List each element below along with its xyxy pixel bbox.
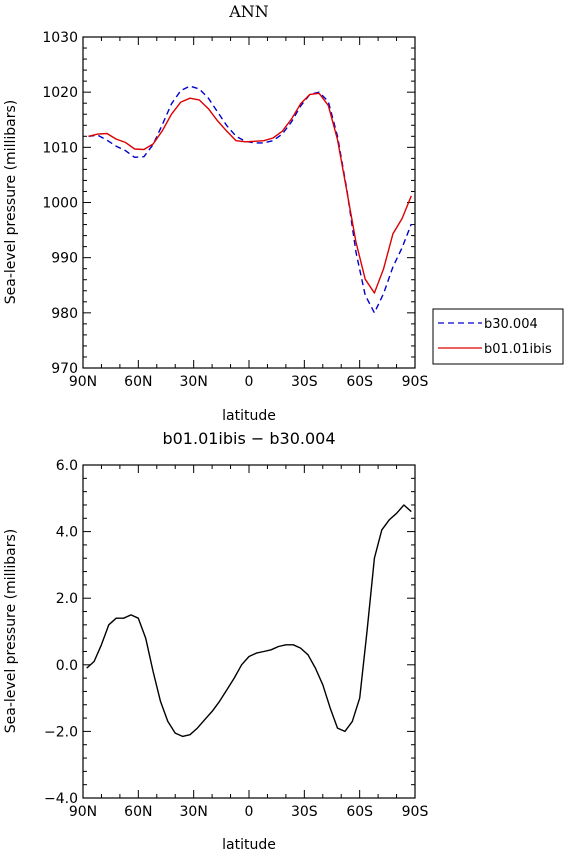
bottom-plot-area: 90N 60N 30N 0 30S 60S 90S −4.0 −2.0 0.0 2.0 4.0 6.0 bbox=[44, 458, 428, 820]
bottom-x-tick-label: 90N bbox=[69, 804, 97, 820]
top-y-tick-label: 1000 bbox=[42, 196, 78, 212]
top-plot-frame bbox=[82, 36, 416, 369]
bottom-plot-lines bbox=[86, 504, 412, 738]
bottom-y-tick-label: 0.0 bbox=[56, 658, 78, 674]
top-plot-lines bbox=[88, 85, 412, 314]
top-y-tick-label: 990 bbox=[51, 251, 78, 267]
top-plot-area: 90N 60N 30N 0 30S 60S 90S 970 980 990 1000 1010 1020… bbox=[42, 30, 428, 390]
bottom-y-axis-label: Sea-level pressure (millibars) bbox=[3, 529, 19, 733]
bottom-panel: b01.01ibis − b30.004 90N 60N 30N 0 30S 60S 90S… bbox=[3, 429, 428, 852]
bottom-y-tick-label: −4.0 bbox=[44, 791, 78, 807]
top-x-tick-label: 30S bbox=[291, 374, 318, 390]
top-y-tick-label: 1030 bbox=[42, 30, 78, 46]
bottom-x-tick-label: 60N bbox=[124, 804, 152, 820]
top-x-tick-label: 60N bbox=[124, 374, 152, 390]
bottom-x-tick-label: 0 bbox=[245, 804, 254, 820]
legend: b30.004 b01.01ibis bbox=[432, 308, 564, 365]
top-y-tick-label: 1010 bbox=[42, 140, 78, 156]
bottom-x-tick-label: 30N bbox=[180, 804, 208, 820]
top-y-axis-label: Sea-level pressure (millibars) bbox=[3, 100, 19, 304]
legend-label-b01-01ibis: b01.01ibis bbox=[484, 342, 552, 357]
top-x-tick-label: 90N bbox=[69, 374, 97, 390]
top-chart-title: ANN bbox=[228, 2, 269, 21]
top-x-tick-label: 90S bbox=[402, 374, 429, 390]
bottom-y-tick-label: 4.0 bbox=[56, 525, 78, 541]
legend-box bbox=[432, 308, 564, 365]
bottom-y-tick-label: 6.0 bbox=[56, 458, 78, 474]
top-y-tick-label: 1020 bbox=[42, 85, 78, 101]
bottom-x-axis-label: latitude bbox=[222, 837, 276, 852]
bottom-y-tick-label: −2.0 bbox=[44, 724, 78, 740]
bottom-chart-title: b01.01ibis − b30.004 bbox=[162, 429, 335, 448]
top-x-tick-label: 60S bbox=[346, 374, 373, 390]
top-series-line-0 bbox=[88, 85, 412, 314]
bottom-series-line-0 bbox=[86, 504, 412, 738]
top-x-tick-label: 0 bbox=[245, 374, 254, 390]
top-y-tick-label: 980 bbox=[51, 306, 78, 322]
bottom-x-tick-label: 90S bbox=[402, 804, 429, 820]
bottom-x-tick-label: 30S bbox=[291, 804, 318, 820]
bottom-y-tick-label: 2.0 bbox=[56, 591, 78, 607]
legend-label-b30-004: b30.004 bbox=[484, 317, 538, 332]
top-panel: ANN 90N 60N 30N 0 30S 60S 90S 970 980 990 1000 1010… bbox=[3, 2, 428, 424]
bottom-x-tick-label: 60S bbox=[346, 804, 373, 820]
top-y-tick-label: 970 bbox=[51, 361, 78, 377]
top-x-tick-label: 30N bbox=[180, 374, 208, 390]
top-x-axis-label: latitude bbox=[222, 408, 276, 424]
bottom-plot-frame bbox=[82, 464, 416, 799]
top-series-line-1 bbox=[88, 92, 412, 294]
